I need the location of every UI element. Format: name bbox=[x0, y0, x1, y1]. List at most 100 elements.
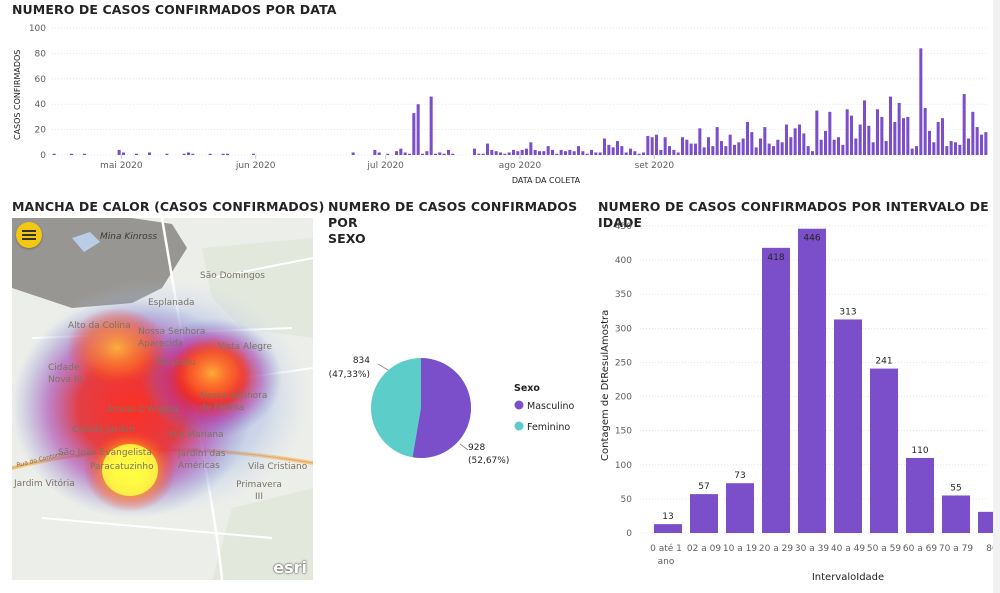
date-bar[interactable] bbox=[815, 110, 819, 155]
date-bar[interactable] bbox=[806, 146, 810, 155]
date-bar[interactable] bbox=[420, 153, 425, 155]
date-bar[interactable] bbox=[819, 139, 823, 155]
date-bar[interactable] bbox=[659, 149, 663, 155]
age-bar[interactable] bbox=[870, 368, 898, 533]
date-bar[interactable] bbox=[251, 153, 256, 155]
date-bar[interactable] bbox=[585, 153, 589, 155]
date-bar[interactable] bbox=[910, 148, 914, 155]
date-bar[interactable] bbox=[849, 115, 854, 155]
date-bar[interactable] bbox=[537, 151, 542, 155]
date-bar[interactable] bbox=[594, 152, 598, 155]
age-bar[interactable] bbox=[798, 228, 826, 533]
date-bar[interactable] bbox=[485, 143, 490, 155]
date-bar[interactable] bbox=[979, 134, 984, 155]
date-bar[interactable] bbox=[732, 144, 737, 155]
date-bar[interactable] bbox=[715, 127, 719, 155]
date-bar[interactable] bbox=[598, 152, 602, 155]
date-bar[interactable] bbox=[225, 153, 230, 155]
date-bar[interactable] bbox=[650, 137, 654, 155]
date-bar[interactable] bbox=[351, 152, 355, 155]
date-bar[interactable] bbox=[373, 149, 377, 155]
date-bar[interactable] bbox=[134, 153, 139, 155]
date-bar[interactable] bbox=[607, 144, 611, 155]
date-bar[interactable] bbox=[581, 151, 585, 155]
date-bar[interactable] bbox=[767, 143, 771, 155]
date-bar[interactable] bbox=[880, 116, 884, 155]
date-bar[interactable] bbox=[745, 121, 750, 155]
date-bar[interactable] bbox=[706, 137, 711, 155]
date-bar[interactable] bbox=[446, 149, 451, 155]
date-bar[interactable] bbox=[442, 153, 446, 155]
date-bar[interactable] bbox=[186, 152, 191, 155]
date-bar[interactable] bbox=[784, 124, 789, 155]
date-bar[interactable] bbox=[758, 138, 763, 155]
date-bar[interactable] bbox=[862, 100, 867, 155]
legend-masculino[interactable]: Masculino bbox=[527, 401, 575, 412]
date-bar[interactable] bbox=[191, 153, 195, 155]
date-bar[interactable] bbox=[451, 153, 455, 155]
date-bar[interactable] bbox=[182, 153, 186, 155]
date-bar[interactable] bbox=[624, 152, 628, 155]
date-bar[interactable] bbox=[438, 152, 442, 155]
date-bar[interactable] bbox=[927, 130, 932, 155]
date-bar[interactable] bbox=[516, 151, 520, 155]
date-bar[interactable] bbox=[832, 139, 836, 155]
date-bar[interactable] bbox=[958, 144, 962, 155]
date-bar[interactable] bbox=[82, 153, 87, 155]
date-bar[interactable] bbox=[559, 149, 563, 155]
date-bar[interactable] bbox=[377, 152, 381, 155]
date-bar[interactable] bbox=[919, 48, 923, 155]
date-bar[interactable] bbox=[802, 133, 806, 155]
date-bar[interactable] bbox=[611, 147, 615, 155]
date-bar[interactable] bbox=[121, 152, 126, 155]
scrollbar[interactable] bbox=[993, 0, 1000, 593]
date-bar[interactable] bbox=[906, 116, 910, 155]
date-bar[interactable] bbox=[628, 148, 633, 155]
date-bar[interactable] bbox=[828, 111, 832, 155]
date-bar[interactable] bbox=[503, 153, 507, 155]
date-bar[interactable] bbox=[737, 142, 741, 155]
date-bar[interactable] bbox=[563, 151, 568, 155]
legend-marker-feminino[interactable] bbox=[514, 421, 524, 431]
date-bar[interactable] bbox=[711, 146, 715, 155]
date-bar[interactable] bbox=[750, 132, 754, 155]
date-bar[interactable] bbox=[576, 146, 581, 155]
legend-marker-masculino[interactable] bbox=[514, 400, 524, 410]
date-bar[interactable] bbox=[793, 128, 797, 155]
age-bar[interactable] bbox=[726, 483, 754, 533]
date-bar[interactable] bbox=[524, 148, 529, 155]
date-bar[interactable] bbox=[416, 104, 420, 155]
date-bar[interactable] bbox=[511, 149, 516, 155]
date-bar[interactable] bbox=[641, 152, 646, 155]
date-bar[interactable] bbox=[602, 138, 607, 155]
date-bar[interactable] bbox=[425, 151, 429, 155]
date-bar[interactable] bbox=[940, 118, 945, 155]
date-bar[interactable] bbox=[962, 94, 966, 155]
date-bar[interactable] bbox=[498, 152, 503, 155]
date-bar[interactable] bbox=[949, 141, 953, 155]
date-bar[interactable] bbox=[542, 151, 546, 155]
date-bar[interactable] bbox=[546, 146, 550, 155]
date-bar[interactable] bbox=[165, 153, 169, 155]
date-bar[interactable] bbox=[572, 151, 576, 155]
date-bar[interactable] bbox=[776, 139, 780, 155]
date-bar[interactable] bbox=[741, 138, 745, 155]
date-bar[interactable] bbox=[854, 138, 858, 155]
date-bar[interactable] bbox=[871, 142, 875, 155]
date-bar[interactable] bbox=[412, 113, 416, 155]
date-bar[interactable] bbox=[490, 149, 494, 155]
date-bar[interactable] bbox=[836, 137, 841, 155]
date-bar[interactable] bbox=[667, 146, 672, 155]
age-bar[interactable] bbox=[978, 511, 993, 533]
date-bar[interactable] bbox=[472, 148, 477, 155]
date-bar[interactable] bbox=[407, 153, 412, 155]
date-bar[interactable] bbox=[433, 153, 438, 155]
date-bar[interactable] bbox=[507, 152, 511, 155]
age-bar[interactable] bbox=[762, 247, 790, 533]
date-bar[interactable] bbox=[429, 96, 433, 155]
date-bar[interactable] bbox=[403, 152, 407, 155]
date-bar[interactable] bbox=[953, 142, 958, 155]
date-bar[interactable] bbox=[893, 121, 897, 155]
date-bar[interactable] bbox=[620, 146, 624, 155]
date-bar[interactable] bbox=[680, 137, 685, 155]
